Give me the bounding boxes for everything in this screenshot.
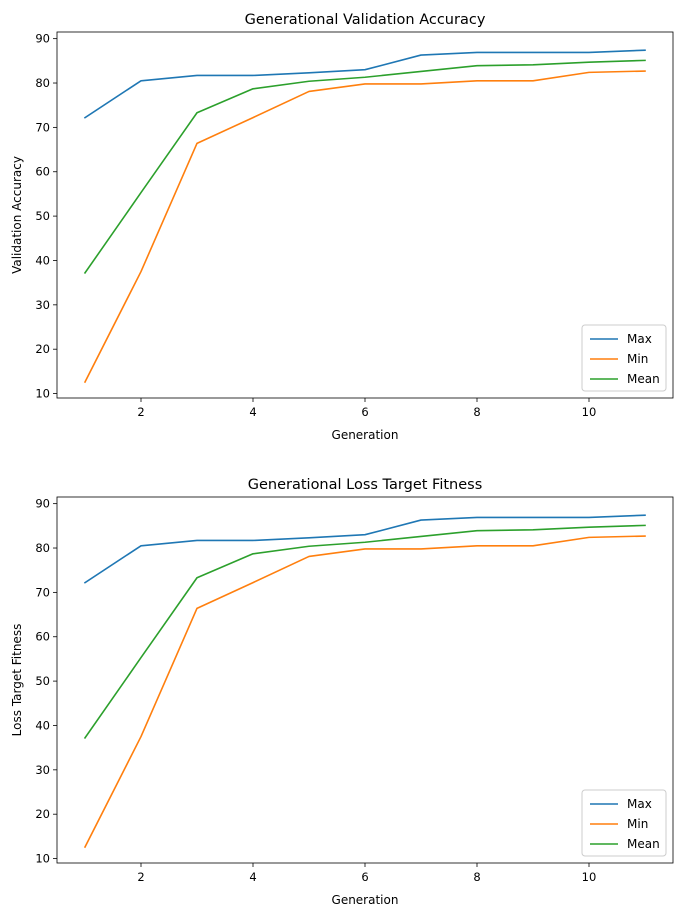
y-tick-label: 70 [35, 120, 50, 134]
y-tick-label: 10 [35, 852, 50, 866]
plot-frame [56, 31, 674, 399]
legend-label-min: Min [627, 817, 648, 831]
y-tick-label: 40 [35, 718, 50, 732]
y-tick-label: 20 [35, 807, 50, 821]
legend-label-mean: Mean [627, 372, 660, 386]
chart-title: Generational Validation Accuracy [245, 12, 486, 28]
series-line-min [83, 70, 646, 384]
y-tick-label: 90 [35, 497, 50, 511]
legend: Max Min Mean [581, 789, 667, 857]
y-tick-label: 10 [35, 387, 50, 401]
y-tick-label: 80 [35, 76, 50, 90]
series-line-mean [83, 59, 646, 275]
x-tick-label: 8 [473, 405, 480, 419]
x-tick-label: 4 [249, 870, 256, 884]
x-tick-label: 8 [473, 870, 480, 884]
series-line-min [83, 535, 646, 849]
y-tick-label: 80 [35, 541, 50, 555]
series-line-max [83, 514, 646, 584]
series-line-mean [83, 524, 646, 740]
x-tick-label: 2 [137, 870, 144, 884]
y-axis-label: Loss Target Fitness [10, 624, 24, 737]
y-tick-label: 90 [35, 32, 50, 46]
y-axis-label: Validation Accuracy [10, 156, 24, 274]
x-axis-label: Generation [332, 428, 399, 442]
legend-label-mean: Mean [627, 837, 660, 851]
y-tick-label: 30 [35, 298, 50, 312]
legend-box [581, 789, 667, 857]
x-tick-label: 6 [361, 405, 368, 419]
y-tick-label: 70 [35, 585, 50, 599]
y-tick-label: 50 [35, 674, 50, 688]
x-tick-label: 2 [137, 405, 144, 419]
x-tick-label: 4 [249, 405, 256, 419]
chart-title: Generational Loss Target Fitness [248, 477, 483, 493]
legend: Max Min Mean [581, 324, 667, 392]
chart-1: Generational Validation Accuracy 2 4 6 8 10 10… [10, 12, 674, 442]
y-tick-label: 60 [35, 630, 50, 644]
legend-label-min: Min [627, 352, 648, 366]
y-tick-label: 20 [35, 342, 50, 356]
y-tick-label: 50 [35, 209, 50, 223]
plot-frame [56, 496, 674, 864]
legend-label-max: Max [627, 332, 652, 346]
x-tick-label: 10 [582, 405, 597, 419]
y-tick-label: 40 [35, 253, 50, 267]
y-tick-label: 60 [35, 165, 50, 179]
legend-label-max: Max [627, 797, 652, 811]
legend-box [581, 324, 667, 392]
y-tick-label: 30 [35, 763, 50, 777]
chart-2: Generational Loss Target Fitness 2 4 6 8 10 10… [10, 477, 674, 907]
x-tick-label: 10 [582, 870, 597, 884]
x-axis-label: Generation [332, 893, 399, 907]
series-line-max [83, 49, 646, 119]
x-tick-label: 6 [361, 870, 368, 884]
